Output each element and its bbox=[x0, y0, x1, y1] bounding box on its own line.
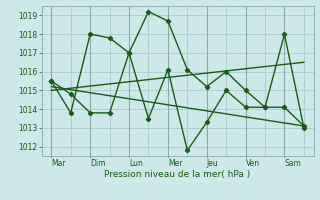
Text: Lun: Lun bbox=[129, 159, 143, 168]
Text: Mar: Mar bbox=[51, 159, 66, 168]
Text: Sam: Sam bbox=[284, 159, 301, 168]
Text: Mer: Mer bbox=[168, 159, 182, 168]
Text: Dim: Dim bbox=[90, 159, 106, 168]
X-axis label: Pression niveau de la mer( hPa ): Pression niveau de la mer( hPa ) bbox=[104, 170, 251, 179]
Text: Jeu: Jeu bbox=[207, 159, 219, 168]
Text: Ven: Ven bbox=[246, 159, 260, 168]
